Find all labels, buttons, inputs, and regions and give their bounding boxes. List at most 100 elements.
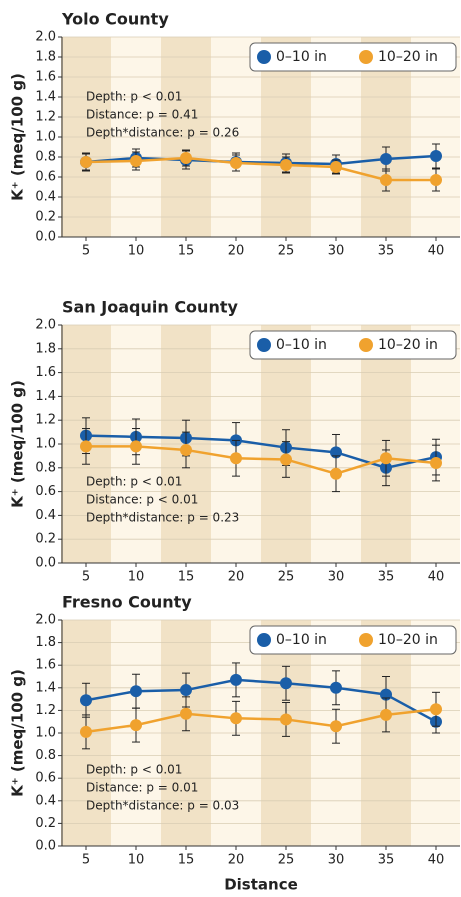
x-tick-label: 20 bbox=[228, 853, 245, 868]
x-tick-label: 30 bbox=[328, 853, 345, 868]
marker bbox=[280, 159, 292, 171]
series-line bbox=[85, 154, 437, 166]
marker bbox=[230, 452, 242, 465]
x-tick-label: 15 bbox=[178, 853, 195, 868]
y-axis-label: K⁺ (meq/100 g) bbox=[9, 669, 27, 797]
y-tick-label: 1.8 bbox=[35, 341, 56, 356]
y-tick-label: 1.4 bbox=[35, 389, 56, 404]
legend-marker bbox=[257, 50, 271, 64]
y-tick-label: 0.4 bbox=[35, 190, 56, 205]
marker bbox=[380, 452, 392, 465]
x-tick-label: 25 bbox=[278, 570, 295, 585]
y-tick-label: 1.8 bbox=[35, 50, 56, 65]
x-tick-label: 35 bbox=[378, 244, 395, 259]
x-tick-label: 10 bbox=[128, 570, 145, 585]
chart-title: Yolo County bbox=[61, 10, 169, 29]
x-tick-label: 35 bbox=[378, 853, 395, 868]
series-line bbox=[85, 708, 437, 734]
marker bbox=[280, 677, 292, 690]
legend-box bbox=[249, 42, 457, 72]
marker bbox=[280, 453, 292, 466]
x-tick-label: 25 bbox=[278, 853, 295, 868]
marker bbox=[280, 713, 292, 726]
marker bbox=[130, 155, 142, 167]
annotation: Depth*distance: p = 0.23 bbox=[86, 511, 239, 525]
marker bbox=[180, 684, 192, 697]
x-axis-label: Distance bbox=[224, 876, 298, 894]
y-tick-label: 0.2 bbox=[35, 816, 56, 831]
x-tick-label: 15 bbox=[178, 570, 195, 585]
y-tick-label: 0.6 bbox=[35, 170, 56, 185]
series-line bbox=[85, 156, 436, 182]
series-line bbox=[85, 678, 437, 723]
x-tick-label: 10 bbox=[128, 244, 145, 259]
annotation: Distance: p = 0.41 bbox=[86, 108, 198, 122]
legend-marker bbox=[359, 50, 373, 64]
y-tick-label: 0.8 bbox=[35, 460, 56, 475]
marker bbox=[330, 720, 342, 733]
marker bbox=[230, 712, 242, 725]
marker bbox=[230, 673, 242, 686]
annotation: Depth*distance: p = 0.03 bbox=[86, 799, 239, 813]
legend-marker bbox=[257, 338, 271, 352]
x-tick-label: 35 bbox=[378, 570, 395, 585]
series-line bbox=[86, 445, 437, 476]
y-tick-label: 2.0 bbox=[35, 613, 56, 628]
y-tick-label: 0.2 bbox=[35, 532, 56, 547]
legend-label: 10–20 in bbox=[378, 337, 438, 353]
y-tick-label: 1.6 bbox=[35, 70, 56, 85]
annotation: Depth: p < 0.01 bbox=[86, 90, 182, 104]
marker bbox=[330, 161, 342, 173]
marker bbox=[330, 446, 342, 459]
y-tick-label: 1.0 bbox=[35, 726, 56, 741]
y-axis-label: K⁺ (meq/100 g) bbox=[9, 380, 27, 508]
marker bbox=[330, 467, 342, 480]
y-tick-label: 2.0 bbox=[35, 318, 56, 333]
legend-marker bbox=[257, 633, 271, 647]
y-tick-label: 1.8 bbox=[35, 635, 56, 650]
y-tick-label: 0.8 bbox=[35, 748, 56, 763]
x-tick-label: 20 bbox=[228, 570, 245, 585]
annotation: Depth: p < 0.01 bbox=[86, 475, 182, 489]
y-tick-label: 2.0 bbox=[35, 30, 56, 45]
legend-label: 0–10 in bbox=[276, 632, 327, 648]
x-tick-label: 30 bbox=[328, 570, 345, 585]
y-tick-label: 0.4 bbox=[35, 793, 56, 808]
marker bbox=[180, 443, 192, 456]
marker bbox=[430, 457, 442, 470]
y-tick-label: 1.2 bbox=[35, 703, 56, 718]
y-tick-label: 1.2 bbox=[35, 413, 56, 428]
marker bbox=[380, 174, 392, 186]
marker bbox=[80, 694, 92, 707]
marker bbox=[180, 707, 192, 720]
y-tick-label: 0.4 bbox=[35, 508, 56, 523]
x-tick-label: 40 bbox=[428, 244, 445, 259]
legend-marker bbox=[359, 633, 373, 647]
marker bbox=[380, 708, 392, 721]
y-tick-label: 1.6 bbox=[35, 365, 56, 380]
y-tick-label: 1.6 bbox=[35, 658, 56, 673]
x-tick-label: 30 bbox=[328, 244, 345, 259]
legend-label: 10–20 in bbox=[378, 49, 438, 65]
y-tick-label: 0.6 bbox=[35, 771, 56, 786]
legend-label: 0–10 in bbox=[276, 337, 327, 353]
marker bbox=[80, 156, 92, 168]
y-tick-label: 0.0 bbox=[35, 230, 56, 245]
marker bbox=[430, 150, 442, 162]
y-tick-label: 1.4 bbox=[35, 90, 56, 105]
y-tick-label: 0.0 bbox=[35, 556, 56, 571]
y-tick-label: 0.2 bbox=[35, 210, 56, 225]
marker bbox=[130, 719, 142, 732]
y-tick-label: 0.8 bbox=[35, 150, 56, 165]
y-tick-label: 0.6 bbox=[35, 484, 56, 499]
legend-label: 0–10 in bbox=[276, 49, 327, 65]
marker bbox=[130, 440, 142, 453]
chart-title: San Joaquin County bbox=[62, 298, 238, 317]
annotation: Distance: p < 0.01 bbox=[86, 493, 198, 507]
x-tick-label: 5 bbox=[82, 570, 90, 585]
y-tick-label: 1.0 bbox=[35, 437, 56, 452]
marker bbox=[230, 157, 242, 169]
x-tick-label: 10 bbox=[128, 853, 145, 868]
marker bbox=[80, 725, 92, 738]
